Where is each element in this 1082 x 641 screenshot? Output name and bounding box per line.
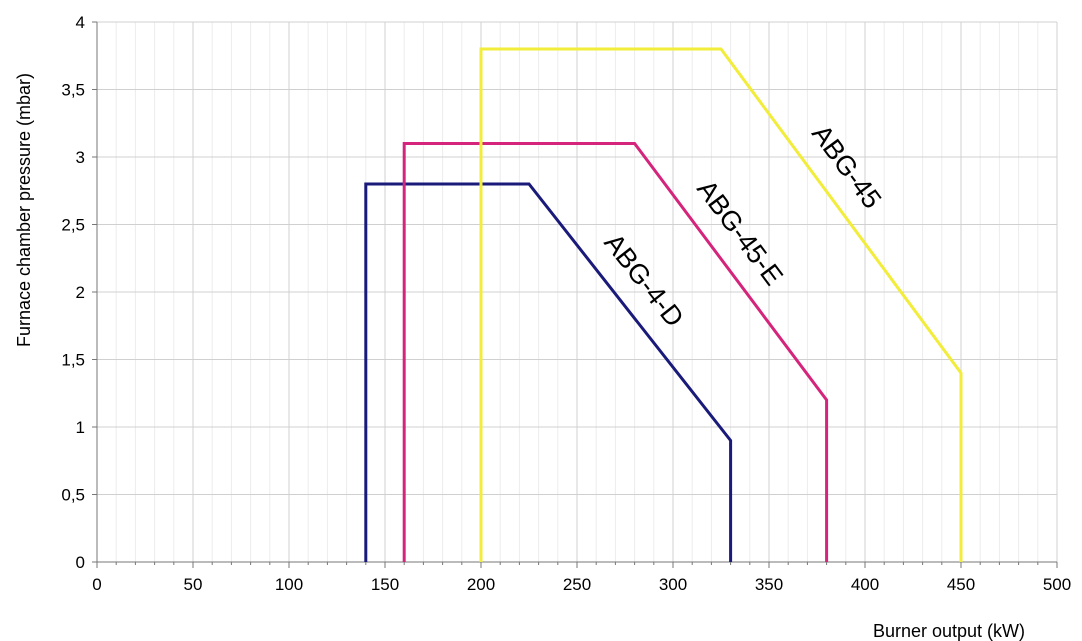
y-tick-label: 0 (76, 553, 85, 572)
x-tick-label: 450 (947, 575, 975, 594)
y-axis-title: Furnace chamber pressure (mbar) (14, 73, 34, 347)
x-tick-label: 400 (851, 575, 879, 594)
grid-lines (97, 21, 1058, 562)
x-tick-label: 200 (467, 575, 495, 594)
x-tick-label: 500 (1043, 575, 1071, 594)
axes: 0 50 100 150 200 250 300 350 400 450 500 0 0,5 1 1,5 2 2… (61, 13, 1071, 594)
series-label-abg-4-d: ABG-4-D (598, 228, 689, 333)
x-tick-label: 100 (275, 575, 303, 594)
series-line-abg-45-e (402, 142, 829, 562)
x-tick-label: 150 (371, 575, 399, 594)
y-tick-label: 2 (76, 283, 85, 302)
y-tick-label: 4 (76, 13, 85, 32)
x-tick-label: 50 (184, 575, 203, 594)
x-tick-label: 0 (92, 575, 101, 594)
y-tick-label: 1,5 (61, 351, 85, 370)
y-tick-label: 3 (76, 148, 85, 167)
x-axis-title: Burner output (kW) (873, 621, 1025, 641)
y-tick-label: 2,5 (61, 216, 85, 235)
series-line-abg-45 (479, 47, 963, 562)
series-line-abg-4-d (364, 182, 733, 562)
y-tick-label: 3,5 (61, 81, 85, 100)
x-tick-label: 250 (563, 575, 591, 594)
x-tick-label: 300 (659, 575, 687, 594)
series-label-abg-45-e: ABG-45-E (691, 174, 789, 290)
y-tick-label: 1 (76, 418, 85, 437)
series-group (364, 47, 963, 562)
x-tick-label: 350 (755, 575, 783, 594)
series-label-abg-45: ABG-45 (806, 119, 887, 214)
y-tick-label: 0,5 (61, 486, 85, 505)
